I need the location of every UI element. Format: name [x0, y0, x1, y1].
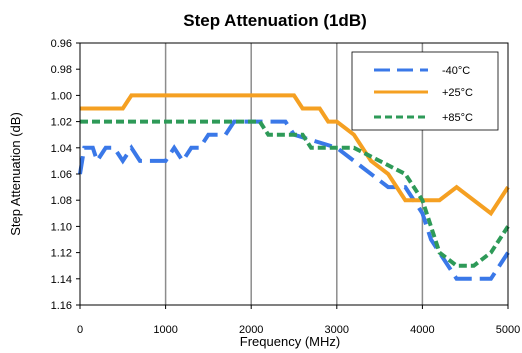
- y-tick-label: 1.04: [51, 143, 72, 155]
- x-tick-label: 0: [77, 324, 83, 336]
- legend-label-1: +25°C: [442, 87, 473, 99]
- x-axis-ticks: 0 1000 2000 3000 4000 5000: [77, 305, 520, 336]
- x-axis-label: Frequency (MHz): [240, 334, 340, 349]
- x-tick-label: 4000: [410, 324, 434, 336]
- x-tick-label: 2000: [239, 324, 263, 336]
- y-tick-label: 0.96: [51, 38, 72, 50]
- series-line-0: [78, 119, 510, 281]
- series-line-2: [80, 119, 510, 268]
- legend: -40°C +25°C +85°C: [351, 51, 499, 131]
- y-tick-label: 1.02: [51, 117, 72, 129]
- y-tick-label: 1.16: [51, 300, 72, 312]
- chart-title: Step Attenuation (1dB): [183, 11, 367, 30]
- x-tick-label: 1000: [153, 324, 177, 336]
- y-tick-label: 1.00: [51, 90, 72, 102]
- y-axis-label: Step Attenuation (dB): [8, 112, 23, 236]
- y-tick-label: 1.06: [51, 169, 72, 181]
- y-tick-label: 1.12: [51, 248, 72, 260]
- y-tick-label: 1.14: [51, 274, 72, 286]
- x-tick-label: 3000: [325, 324, 349, 336]
- legend-label-0: -40°C: [442, 65, 470, 77]
- series-layer: [78, 93, 510, 281]
- y-tick-label: 1.08: [51, 195, 72, 207]
- series-line-1: [80, 93, 510, 217]
- y-axis-ticks: 0.96 0.98 1.00 1.02 1.04 1.06 1.08 1.10 1.12 1.14…: [51, 38, 80, 312]
- y-tick-label: 0.98: [51, 64, 72, 76]
- legend-label-2: +85°C: [442, 112, 473, 124]
- x-tick-label: 5000: [496, 324, 520, 336]
- y-tick-label: 1.10: [51, 221, 72, 233]
